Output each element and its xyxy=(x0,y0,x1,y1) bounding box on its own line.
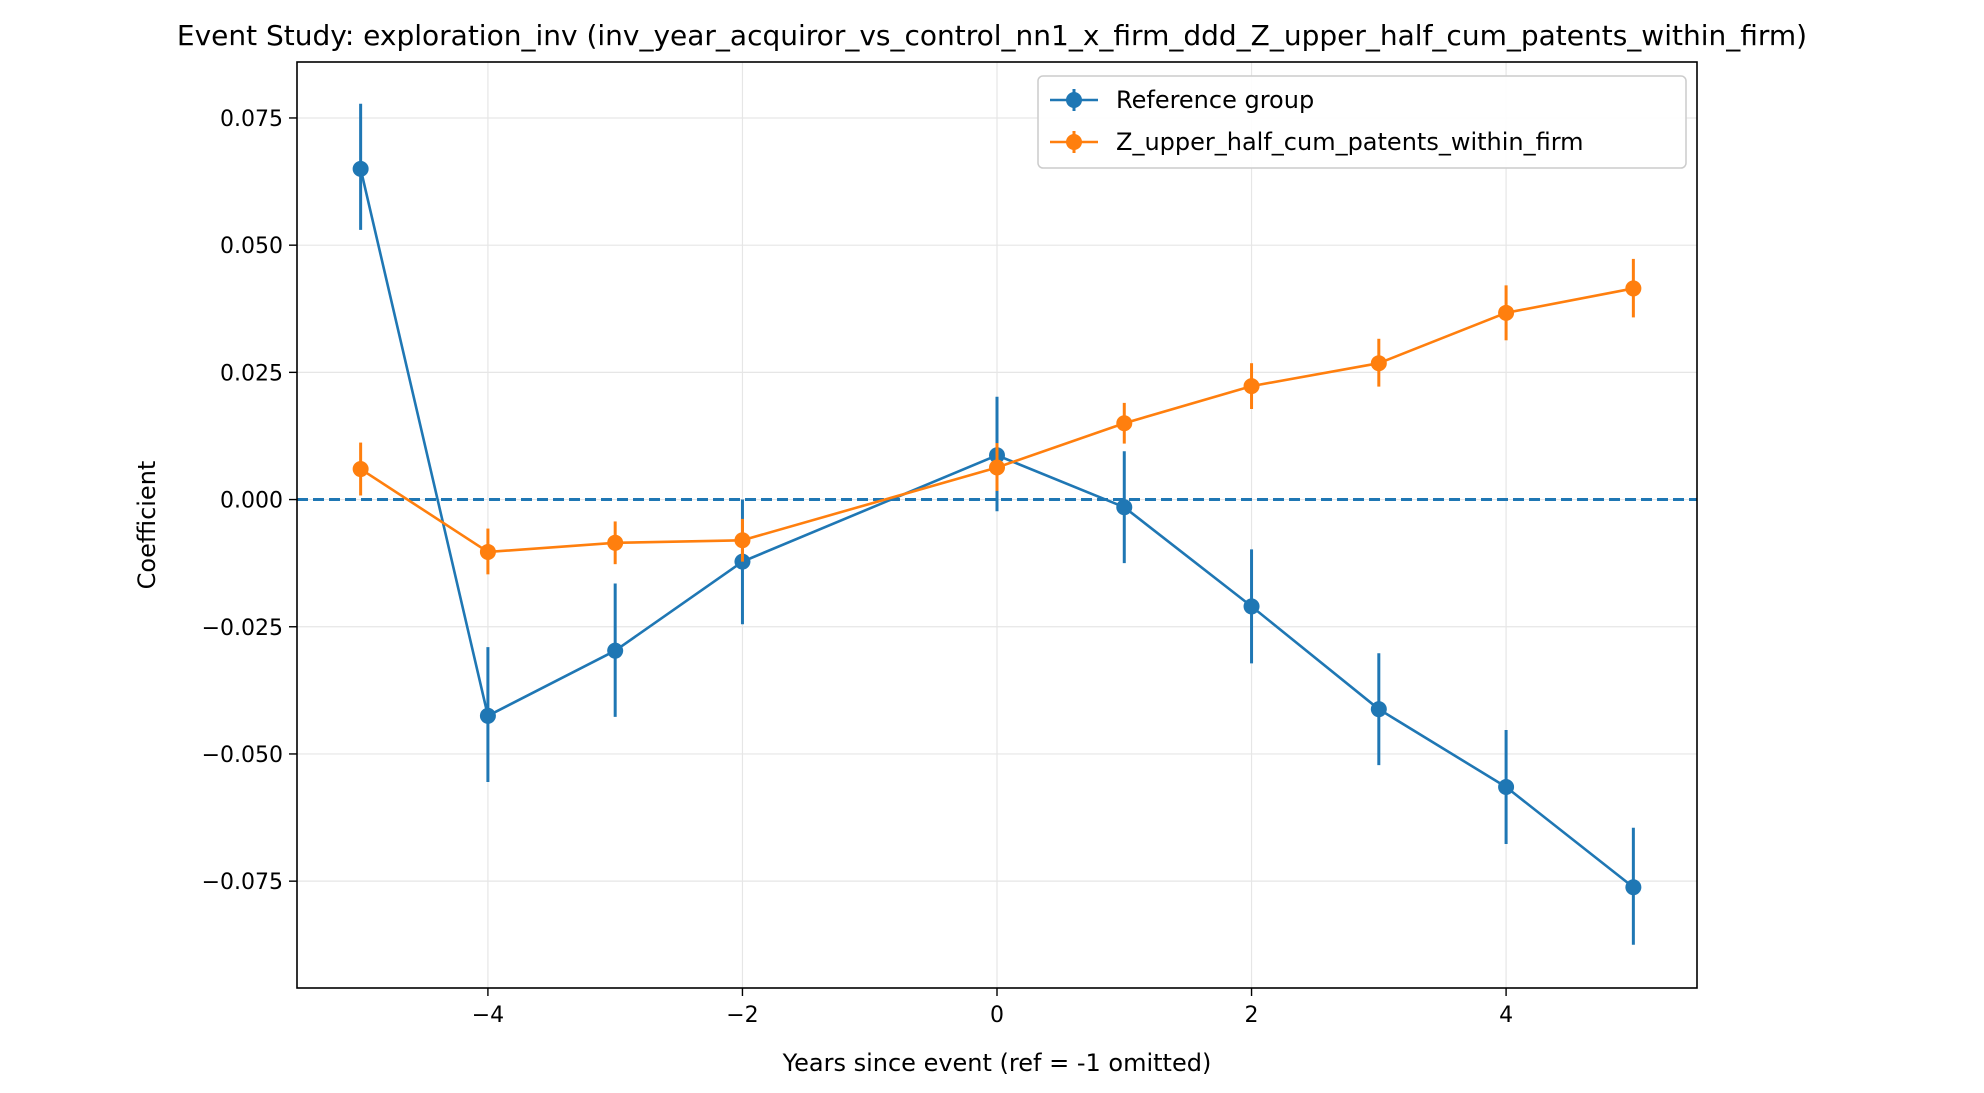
series-1 xyxy=(352,103,1642,945)
legend-marker xyxy=(1066,134,1082,150)
data-point xyxy=(352,461,369,478)
data-point xyxy=(1370,701,1387,718)
data-point xyxy=(1625,879,1642,896)
y-axis-ticks: 0.075 0.050 0.025 0.000 −0.025 −0.050 −0.075 xyxy=(202,107,297,895)
data-point xyxy=(479,707,496,724)
data-point xyxy=(1243,598,1260,615)
series-line xyxy=(359,168,1635,889)
legend-marker xyxy=(1066,92,1082,108)
legend: Reference group Z_upper_half_cum_patents_… xyxy=(1037,75,1687,169)
data-point xyxy=(352,160,369,177)
x-axis-label: Years since event (ref = -1 omitted) xyxy=(782,1049,1212,1077)
data-point xyxy=(1625,280,1642,297)
x-axis-ticks: −4 −2 0 2 4 xyxy=(472,988,1513,1028)
data-point xyxy=(1498,304,1515,321)
x-tick-label: 2 xyxy=(1245,1003,1259,1028)
grid xyxy=(297,62,1697,988)
data-point xyxy=(1116,415,1133,432)
y-tick-label: 0.000 xyxy=(220,489,283,514)
y-axis-label: Coefficient xyxy=(133,461,161,590)
y-tick-label: −0.025 xyxy=(202,616,283,641)
series-layer xyxy=(352,103,1642,945)
x-tick-label: 4 xyxy=(1499,1003,1513,1028)
data-point xyxy=(989,459,1005,476)
chart-title: Event Study: exploration_inv (inv_year_a… xyxy=(177,19,1807,52)
data-point xyxy=(607,534,624,551)
data-point xyxy=(479,543,496,560)
data-point xyxy=(607,642,624,659)
data-point xyxy=(1370,355,1387,372)
legend-label: Z_upper_half_cum_patents_within_firm xyxy=(1116,128,1584,156)
y-tick-label: 0.075 xyxy=(220,107,283,132)
legend-box xyxy=(1037,75,1687,169)
data-point xyxy=(1243,378,1260,395)
series-line xyxy=(359,287,1634,554)
y-tick-label: −0.050 xyxy=(202,743,283,768)
data-point xyxy=(1498,779,1515,796)
y-tick-label: 0.050 xyxy=(220,234,283,259)
series-2 xyxy=(352,258,1642,575)
legend-item: Reference group xyxy=(1050,86,1314,114)
x-tick-label: −4 xyxy=(472,1003,504,1028)
legend-label: Reference group xyxy=(1116,86,1314,114)
x-tick-label: −2 xyxy=(726,1003,758,1028)
data-point xyxy=(1116,499,1133,516)
y-tick-label: 0.025 xyxy=(220,361,283,386)
legend-item: Z_upper_half_cum_patents_within_firm xyxy=(1050,128,1584,156)
x-tick-label: 0 xyxy=(990,1003,1004,1028)
data-point xyxy=(734,532,751,549)
y-tick-label: −0.075 xyxy=(202,870,283,895)
